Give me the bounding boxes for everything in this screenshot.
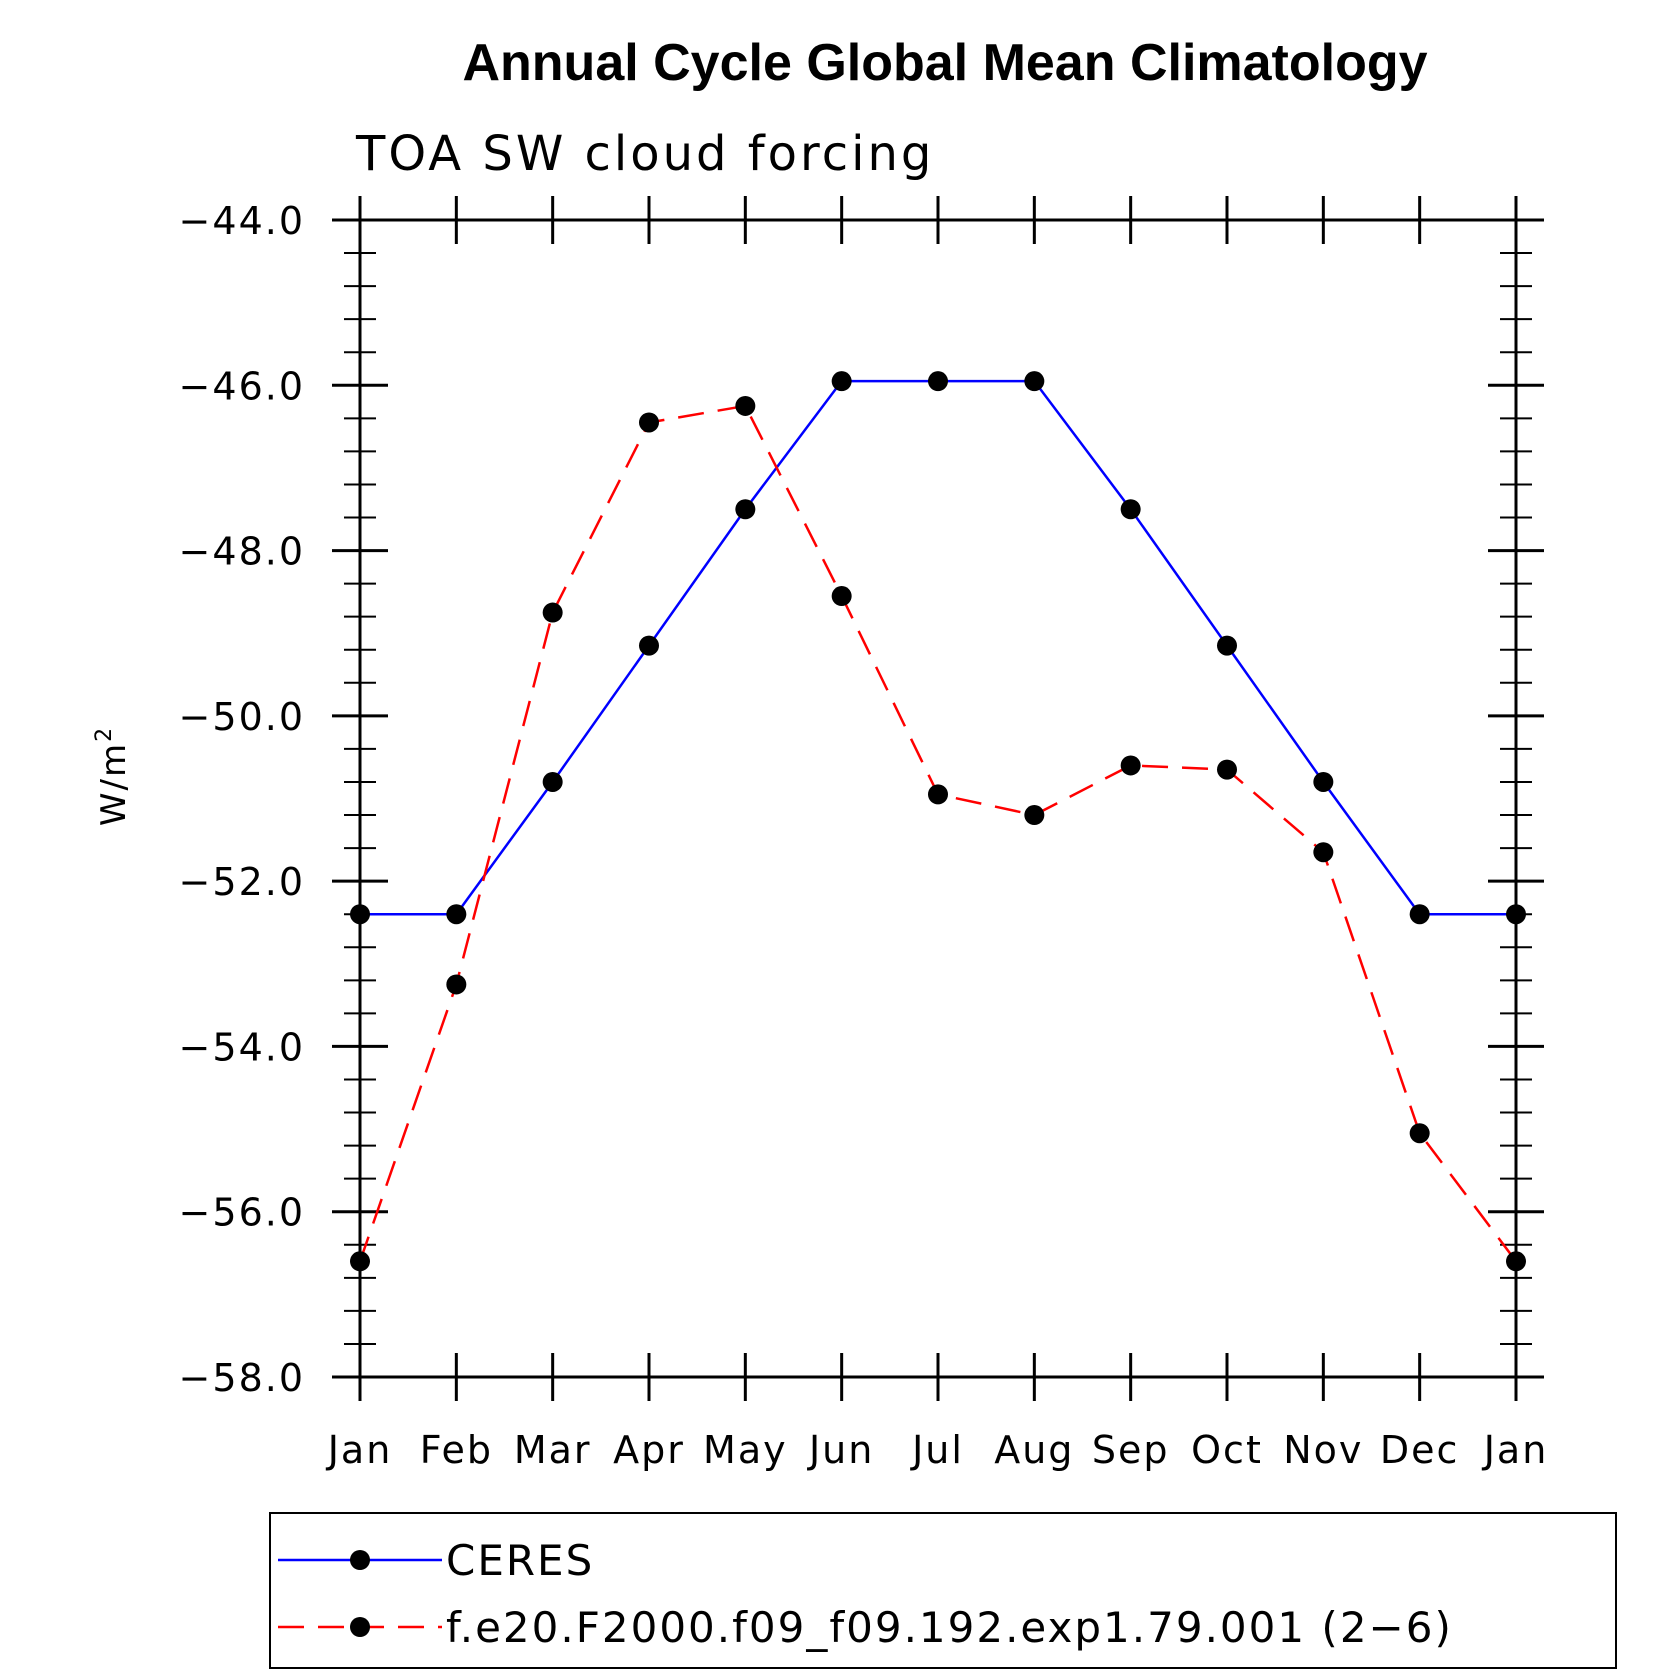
x-tick-label: Jun [807,1428,874,1472]
y-tick-label: −54.0 [179,1025,305,1069]
x-tick-label: Jul [910,1428,964,1472]
series-2-point [1506,1251,1526,1272]
series-2-point [928,784,948,805]
x-tick-label: Sep [1092,1428,1170,1472]
series-2-point [446,974,467,995]
legend-box [269,1512,1617,1669]
chart-title: Annual Cycle Global Mean Climatology [462,34,1427,92]
legend-marker-2 [350,1617,370,1637]
x-tick-label: Jan [326,1428,393,1472]
series-1-point [831,371,852,392]
series-1-point [350,904,370,925]
y-tick-label: −44.0 [179,199,305,243]
series-1-point [1313,771,1334,792]
y-tick-label: −50.0 [179,695,305,739]
legend: CERES f.e20.F2000.f09_f09.192.exp1.79.001… [269,1512,1617,1669]
series-1-point [639,635,659,656]
legend-marker-1 [350,1550,370,1570]
series-1-point [1506,904,1526,925]
y-axis-label: W/m2 [92,726,134,826]
series-2-point [542,602,563,623]
series-2-point [1409,1123,1430,1144]
series-2-point [735,395,756,416]
x-tick-label: Dec [1380,1428,1460,1472]
series-2-point [639,412,659,433]
x-tick-label: Nov [1283,1428,1363,1472]
x-tick-label: Apr [613,1428,685,1472]
plot-area: Jan Feb Mar Apr May Jun Jul Aug Sep Oct Nov Dec Jan−… [179,196,1549,1472]
series-line-1 [360,379,1516,916]
x-tick-label: Jan [1482,1428,1549,1472]
series-2-point [1120,755,1141,776]
series-1-point [1217,635,1237,656]
series-1-point [928,371,948,392]
x-tick-label: May [703,1428,788,1472]
x-tick-label: Aug [994,1428,1074,1472]
series-2-point [1024,805,1045,826]
chart-subtitle: TOA SW cloud forcing [355,126,934,182]
legend-label-1: CERES [446,1536,594,1585]
y-tick-label: −52.0 [179,860,305,904]
x-tick-label: Mar [514,1428,592,1472]
series-1-point [1409,904,1430,925]
y-axis-label-text: W/m [94,742,134,826]
series-1-point [735,499,756,520]
series-2-point [1313,842,1334,863]
x-tick-label: Oct [1191,1428,1263,1472]
series-1-point [446,904,467,925]
y-tick-label: −56.0 [179,1191,305,1235]
series-1-point [1024,371,1045,392]
series-2-point [1217,759,1237,780]
series-1-point [542,771,563,792]
series-line-2 [358,404,1517,1263]
series-2-point [831,586,852,607]
y-tick-label: −46.0 [179,364,305,408]
x-tick-label: Feb [420,1428,493,1472]
series-1-point [1120,499,1141,520]
y-tick-label: −48.0 [179,530,305,574]
y-axis-label-superscript: 2 [92,726,117,742]
series-2-point [350,1251,370,1272]
legend-label-2: f.e20.F2000.f09_f09.192.exp1.79.001 (2−6… [446,1603,1453,1652]
y-tick-label: −58.0 [179,1356,305,1400]
